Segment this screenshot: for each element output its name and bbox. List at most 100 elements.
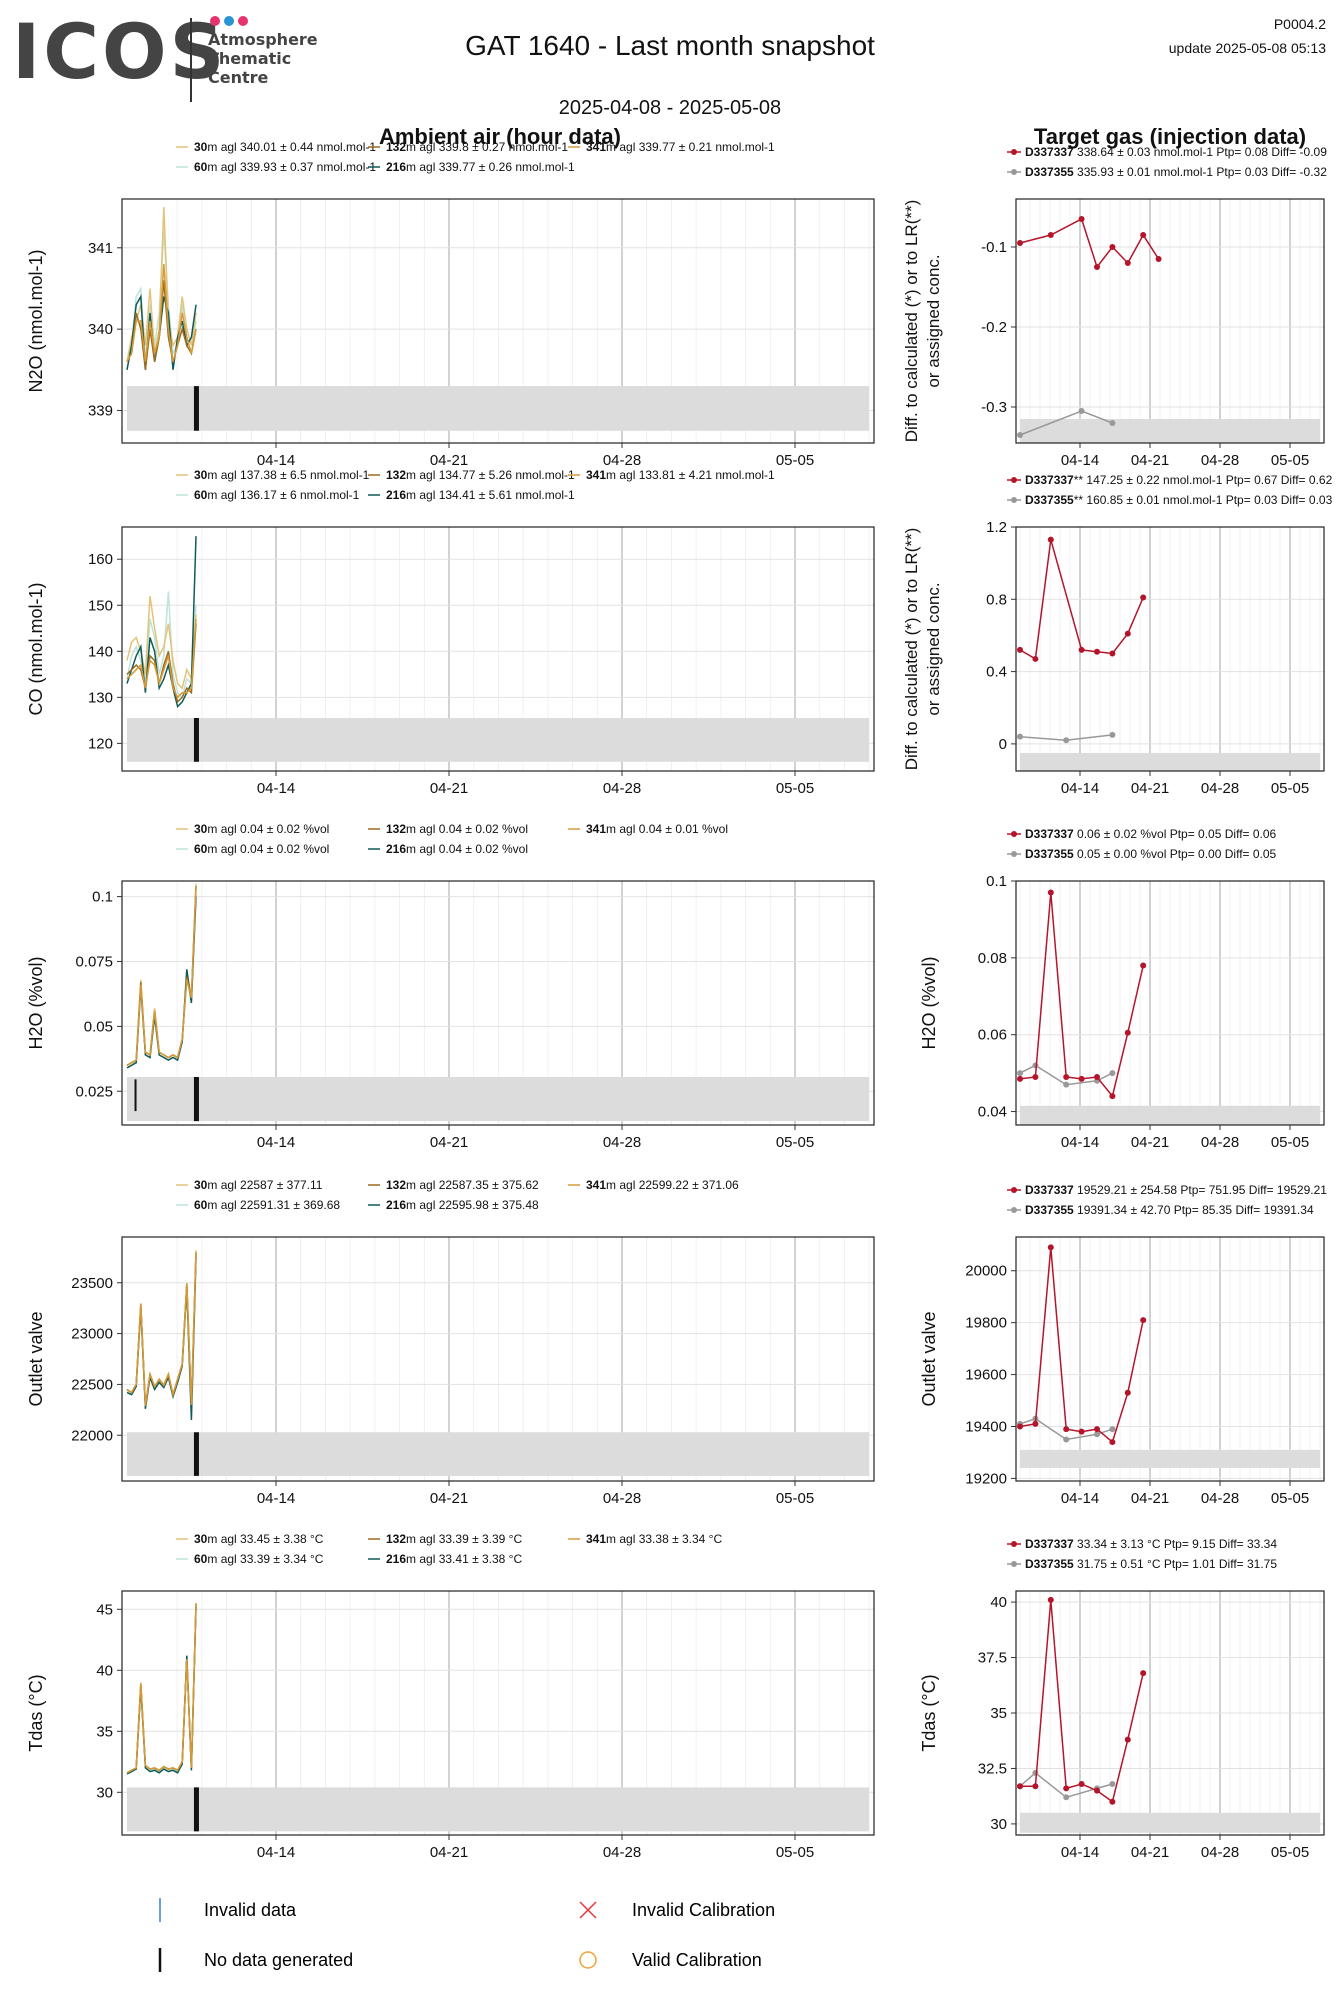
target-legend-entry: D337337 0.06 ± 0.02 %vol Ptp= 0.05 Diff=… — [1025, 827, 1277, 841]
target-reference-band — [1020, 419, 1320, 443]
y-axis-label: Outlet valve — [26, 1311, 46, 1406]
target-y-axis-label: Diff. to calculated (*) or to LR(**) or a… — [902, 528, 943, 771]
y-tick-label: 22500 — [71, 1376, 113, 1393]
legend-entry-h60: 60m agl 33.39 ± 3.34 °C — [194, 1552, 324, 1566]
target-point-D337337 — [1094, 648, 1100, 655]
target-x-tick-label: 04-28 — [1201, 452, 1239, 469]
legend-entry-h30: 30m agl 0.04 ± 0.02 %vol — [194, 822, 329, 836]
target-point-D337337 — [1047, 1596, 1054, 1603]
y-tick-label: 340 — [88, 321, 113, 338]
legend-entry-h341: 341m agl 22599.22 ± 371.06 — [586, 1178, 739, 1192]
target-point-D337337 — [1017, 646, 1023, 653]
target-legend-entry: D337355 31.75 ± 0.51 °C Ptp= 1.01 Diff= … — [1025, 1557, 1277, 1571]
x-tick-label: 04-28 — [603, 1134, 641, 1151]
target-legend-entry: D337337 19529.21 ± 254.58 Ptp= 751.95 Di… — [1025, 1183, 1327, 1197]
y-tick-label: 23500 — [71, 1275, 113, 1292]
target-point-D337355 — [1017, 733, 1023, 740]
legend-entry-h132: 132m agl 339.8 ± 0.27 nmol.mol-1 — [386, 140, 568, 154]
icos-logo: ICOS — [12, 7, 228, 96]
legend-entry-h60: 60m agl 22591.31 ± 369.68 — [194, 1198, 340, 1212]
target-y-tick-label: 0.04 — [978, 1104, 1007, 1121]
target-legend-dot — [1011, 1541, 1017, 1547]
target-y-tick-label: 0.4 — [986, 664, 1007, 681]
y-tick-label: 0.025 — [75, 1083, 113, 1100]
y-tick-label: 35 — [96, 1723, 113, 1740]
series-line-h341 — [126, 264, 197, 363]
legend-entry-h216: 216m agl 22595.98 ± 375.48 — [386, 1198, 539, 1212]
page-title: GAT 1640 - Last month snapshot — [465, 30, 875, 61]
target-point-D337337 — [1017, 1075, 1023, 1082]
x-tick-label: 04-28 — [603, 1844, 641, 1861]
series-line-h341 — [126, 886, 197, 1066]
x-tick-label: 04-28 — [603, 452, 641, 469]
logo-dot-blue — [224, 16, 234, 26]
target-point-D337337 — [1078, 646, 1085, 653]
target-point-D337337 — [1124, 1029, 1131, 1036]
target-point-D337337 — [1047, 536, 1054, 543]
reference-band — [127, 386, 869, 431]
legend-entry-h132: 132m agl 33.39 ± 3.39 °C — [386, 1532, 522, 1546]
target-y-tick-label: 20000 — [965, 1263, 1007, 1280]
target-legend-entry: D337355 335.93 ± 0.01 nmol.mol-1 Ptp= 0.… — [1025, 165, 1327, 179]
target-y-tick-label: 30 — [990, 1816, 1007, 1833]
target-panel-border — [1015, 198, 1325, 444]
x-tick-label: 05-05 — [776, 452, 814, 469]
x-tick-label: 04-14 — [257, 1844, 295, 1861]
target-legend-dot — [1011, 1207, 1017, 1213]
target-x-tick-label: 04-14 — [1061, 780, 1099, 797]
series-line-h341 — [126, 1252, 197, 1406]
target-point-D337337 — [1017, 240, 1023, 246]
legend-entry-h341: 341m agl 0.04 ± 0.01 %vol — [586, 822, 728, 836]
target-x-tick-label: 04-28 — [1201, 780, 1239, 797]
x-tick-label: 04-14 — [257, 780, 295, 797]
legend-entry-h216: 216m agl 0.04 ± 0.02 %vol — [386, 842, 528, 856]
y-axis-label: CO (nmol.mol-1) — [26, 582, 46, 715]
x-tick-label: 04-21 — [430, 452, 468, 469]
legend-entry-h216: 216m agl 134.41 ± 5.61 nmol.mol-1 — [386, 488, 575, 502]
target-point-D337337 — [1032, 1420, 1039, 1427]
target-series-line-D337337 — [1019, 539, 1144, 661]
invalid-calibration-marker — [579, 1901, 597, 1919]
target-x-tick-label: 05-05 — [1271, 1844, 1309, 1861]
target-x-tick-label: 04-21 — [1131, 780, 1169, 797]
target-legend-dot — [1011, 477, 1017, 483]
x-tick-label: 05-05 — [776, 1844, 814, 1861]
invalid-data-label: Invalid data — [204, 1900, 297, 1920]
logo-sub-line-3: Centre — [208, 68, 269, 87]
target-point-D337337 — [1094, 264, 1100, 270]
y-tick-label: 150 — [88, 597, 113, 614]
target-x-tick-label: 04-28 — [1201, 1844, 1239, 1861]
target-x-tick-label: 04-21 — [1131, 1134, 1169, 1151]
series-line-h216 — [126, 536, 197, 708]
series-line-h341 — [126, 619, 197, 699]
target-point-D337355 — [1017, 1070, 1023, 1077]
target-panel-border — [1015, 1236, 1325, 1482]
target-point-D337337 — [1032, 1073, 1039, 1080]
legend-entry-h216: 216m agl 339.77 ± 0.26 nmol.mol-1 — [386, 160, 575, 174]
target-section-title: Target gas (injection data) — [1033, 124, 1307, 149]
date-range: 2025-04-08 - 2025-05-08 — [558, 97, 782, 119]
y-tick-label: 22000 — [71, 1427, 113, 1444]
target-point-D337337 — [1109, 1439, 1116, 1446]
y-tick-label: 0.075 — [75, 953, 113, 970]
target-point-D337337 — [1140, 232, 1147, 238]
x-tick-label: 04-21 — [430, 1134, 468, 1151]
target-y-tick-label: 0.08 — [978, 950, 1007, 967]
target-series-line-D337337 — [1019, 217, 1160, 269]
target-legend-entry: D337337 33.34 ± 3.13 °C Ptp= 9.15 Diff= … — [1025, 1537, 1277, 1551]
target-point-D337355 — [1063, 1081, 1070, 1088]
target-point-D337355 — [1109, 1426, 1116, 1433]
ambient-section-title: Ambient air (hour data) — [378, 124, 621, 149]
target-point-D337337 — [1109, 1798, 1116, 1805]
y-tick-label: 23000 — [71, 1326, 113, 1343]
target-point-D337355 — [1094, 1431, 1100, 1438]
target-y-axis-label: Tdas (°C) — [919, 1674, 939, 1751]
target-legend-entry: D337337** 147.25 ± 0.22 nmol.mol-1 Ptp= … — [1025, 473, 1333, 487]
target-point-D337355 — [1109, 731, 1116, 738]
target-point-D337337 — [1078, 1075, 1085, 1082]
x-tick-label: 05-05 — [776, 780, 814, 797]
x-tick-label: 04-14 — [257, 1134, 295, 1151]
target-point-D337337 — [1109, 1093, 1116, 1100]
target-point-D337337 — [1155, 256, 1162, 262]
